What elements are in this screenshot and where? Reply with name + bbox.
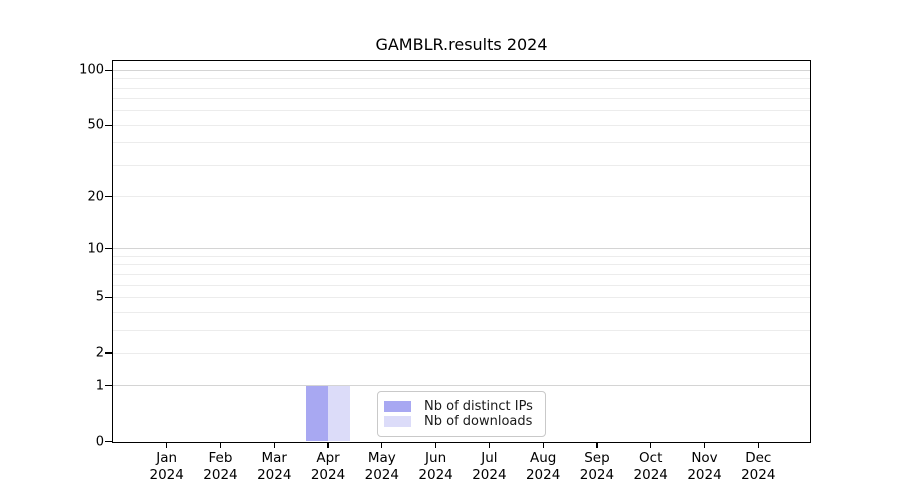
gridline-major-100 [113, 69, 810, 71]
x-tick-month: Jan [156, 450, 178, 466]
gridline-minor-80 [113, 87, 810, 89]
x-tick-label-nov: Nov 2024 [673, 450, 737, 483]
x-tick-jan [166, 443, 168, 448]
x-tick-year: 2024 [418, 466, 453, 483]
legend-swatch-distinct-ips-icon [384, 401, 411, 412]
legend-label-distinct-ips: Nb of distinct IPs [424, 399, 533, 414]
gridline-minor-2 [113, 352, 810, 354]
gridline-minor-4 [113, 311, 810, 313]
y-tick-label-0: 0 [95, 434, 104, 449]
legend-item-downloads: Nb of downloads [384, 414, 537, 429]
x-tick-label-jul: Jul 2024 [457, 450, 521, 483]
y-tick-label-2: 2 [95, 345, 104, 361]
gridline-minor-70 [113, 98, 810, 100]
x-tick-month: Jun [425, 450, 447, 466]
x-tick-label-apr: Apr 2024 [296, 450, 360, 483]
x-tick-label-oct: Oct 2024 [619, 450, 683, 483]
bar-apr-distinct-ips [306, 385, 329, 442]
legend-item-distinct-ips: Nb of distinct IPs [384, 399, 537, 414]
x-tick-year: 2024 [525, 466, 561, 483]
x-tick-label-jun: Jun 2024 [404, 450, 468, 483]
x-tick-oct [650, 443, 652, 448]
chart-title: GAMBLR.results 2024 [375, 35, 548, 54]
gridline-minor-3 [113, 329, 810, 331]
y-tick-label-100: 100 [79, 62, 104, 78]
x-tick-label-mar: Mar 2024 [242, 450, 306, 483]
y-tick-label-1: 1 [95, 378, 104, 394]
x-tick-year: 2024 [149, 466, 184, 483]
x-tick-may [381, 443, 383, 448]
bar-apr-downloads [328, 385, 350, 442]
y-tick-label-50: 50 [87, 117, 104, 133]
y-tick-label-20: 20 [87, 189, 104, 205]
gridline-major-10 [113, 248, 810, 250]
x-tick-jun [434, 443, 437, 448]
legend-label-downloads: Nb of downloads [424, 414, 533, 429]
x-tick-feb [219, 443, 222, 448]
x-tick-mar [273, 443, 275, 448]
gridline-minor-8 [113, 264, 810, 266]
gridline-minor-30 [113, 164, 810, 166]
x-tick-label-dec: Dec 2024 [726, 450, 790, 483]
x-tick-month: Mar [261, 450, 287, 466]
y-tick-5 [105, 296, 112, 299]
gridline-minor-90 [113, 78, 810, 80]
y-tick-100 [105, 69, 112, 71]
x-tick-month: Dec [745, 450, 772, 466]
gridline-minor-9 [113, 255, 810, 257]
legend-swatch-downloads-icon [384, 416, 411, 427]
gridline-minor-6 [113, 284, 810, 286]
x-tick-jul [488, 443, 491, 448]
y-tick-0 [105, 440, 112, 443]
gridline-minor-20 [113, 196, 810, 198]
x-tick-month: Apr [316, 450, 340, 466]
bars-layer [113, 61, 810, 442]
x-tick-month: Nov [691, 450, 718, 466]
x-tick-year: 2024 [687, 466, 722, 483]
y-tick-10 [105, 248, 112, 250]
x-tick-dec [757, 443, 759, 448]
gridlines-layer [113, 61, 810, 442]
gridline-minor-50 [113, 124, 810, 126]
y-tick-50 [105, 124, 112, 126]
x-tick-label-may: May 2024 [350, 450, 414, 483]
x-tick-label-feb: Feb 2024 [188, 450, 252, 483]
x-tick-month: May [367, 450, 396, 466]
x-tick-month: Sep [584, 450, 610, 466]
y-tick-label-5: 5 [95, 289, 104, 305]
legend: Nb of distinct IPs Nb of downloads [377, 391, 546, 437]
x-tick-month: Jul [481, 450, 498, 466]
y-tick-2 [105, 352, 112, 354]
x-tick-label-sep: Sep 2024 [565, 450, 629, 483]
x-tick-year: 2024 [257, 466, 292, 483]
y-tick-label-10: 10 [87, 241, 104, 257]
x-tick-label-jan: Jan 2024 [135, 450, 199, 483]
x-tick-year: 2024 [364, 466, 399, 483]
x-tick-label-aug: Aug 2024 [511, 450, 575, 483]
x-tick-month: Feb [208, 450, 233, 466]
x-tick-month: Aug [529, 450, 557, 466]
x-tick-sep [596, 443, 598, 448]
y-tick-20 [105, 196, 112, 198]
gridline-minor-40 [113, 142, 810, 144]
y-tick-1 [105, 385, 112, 387]
x-tick-year: 2024 [579, 466, 615, 483]
x-tick-year: 2024 [203, 466, 238, 483]
x-tick-apr [327, 443, 329, 448]
x-tick-aug [542, 443, 544, 448]
x-tick-month: Oct [639, 450, 663, 466]
x-tick-year: 2024 [310, 466, 346, 483]
x-tick-nov [703, 443, 706, 448]
x-tick-year: 2024 [472, 466, 507, 483]
gridline-minor-5 [113, 296, 810, 298]
gridline-minor-60 [113, 110, 810, 112]
gridline-major-1 [113, 385, 810, 387]
x-tick-year: 2024 [633, 466, 668, 483]
gridline-minor-7 [113, 273, 810, 275]
x-tick-year: 2024 [741, 466, 776, 483]
